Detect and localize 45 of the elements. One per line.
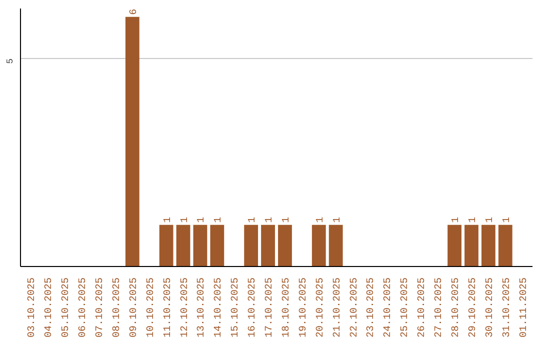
x-tick-label: 15.10.2025 — [230, 277, 242, 338]
data-label: 6 — [128, 8, 140, 15]
x-tick-label: 29.10.2025 — [468, 277, 479, 338]
x-tick-label: 19.10.2025 — [298, 277, 310, 338]
data-label: 1 — [264, 216, 276, 223]
x-tick-label: 26.10.2025 — [417, 277, 428, 338]
x-tick-label: 18.10.2025 — [281, 277, 292, 338]
x-tick-label: 22.10.2025 — [349, 277, 360, 338]
data-label: 1 — [196, 216, 208, 223]
x-tick-label: 24.10.2025 — [383, 277, 394, 338]
y-tick-label: 5 — [6, 58, 16, 64]
x-tick-label: 04.10.2025 — [44, 277, 56, 338]
data-label: 1 — [162, 216, 174, 223]
x-tick-label: 06.10.2025 — [78, 277, 90, 338]
x-tick-label: 13.10.2025 — [196, 277, 208, 338]
x-tick-label: 28.10.2025 — [451, 277, 462, 338]
x-tick-label: 14.10.2025 — [214, 277, 225, 338]
x-tick-label: 25.10.2025 — [400, 277, 412, 338]
x-tick-label: 08.10.2025 — [112, 277, 123, 338]
data-label: 1 — [281, 216, 292, 223]
data-label: 1 — [451, 216, 462, 223]
data-label: 1 — [214, 216, 225, 223]
data-label: 1 — [468, 216, 479, 223]
x-tick-label: 11.10.2025 — [162, 277, 174, 338]
x-tick-label: 30.10.2025 — [484, 277, 496, 338]
data-label: 1 — [502, 216, 513, 223]
x-tick-label: 31.10.2025 — [502, 277, 513, 338]
x-tick-label: 07.10.2025 — [94, 277, 106, 338]
data-label: 1 — [315, 216, 326, 223]
data-label: 1 — [484, 216, 496, 223]
x-tick-label: 09.10.2025 — [128, 277, 140, 338]
x-tick-label: 23.10.2025 — [366, 277, 378, 338]
x-tick-label: 03.10.2025 — [27, 277, 38, 338]
data-label: 1 — [248, 216, 259, 223]
x-tick-label: 01.11.2025 — [518, 277, 530, 338]
data-label: 1 — [332, 216, 344, 223]
data-label: 1 — [180, 216, 191, 223]
x-tick-label: 17.10.2025 — [264, 277, 276, 338]
x-tick-label: 20.10.2025 — [315, 277, 326, 338]
x-tick-label: 12.10.2025 — [180, 277, 191, 338]
x-tick-label: 27.10.2025 — [434, 277, 446, 338]
x-tick-label: 05.10.2025 — [61, 277, 72, 338]
x-tick-label: 10.10.2025 — [146, 277, 157, 338]
x-tick-label: 16.10.2025 — [248, 277, 259, 338]
x-tick-label: 21.10.2025 — [332, 277, 344, 338]
